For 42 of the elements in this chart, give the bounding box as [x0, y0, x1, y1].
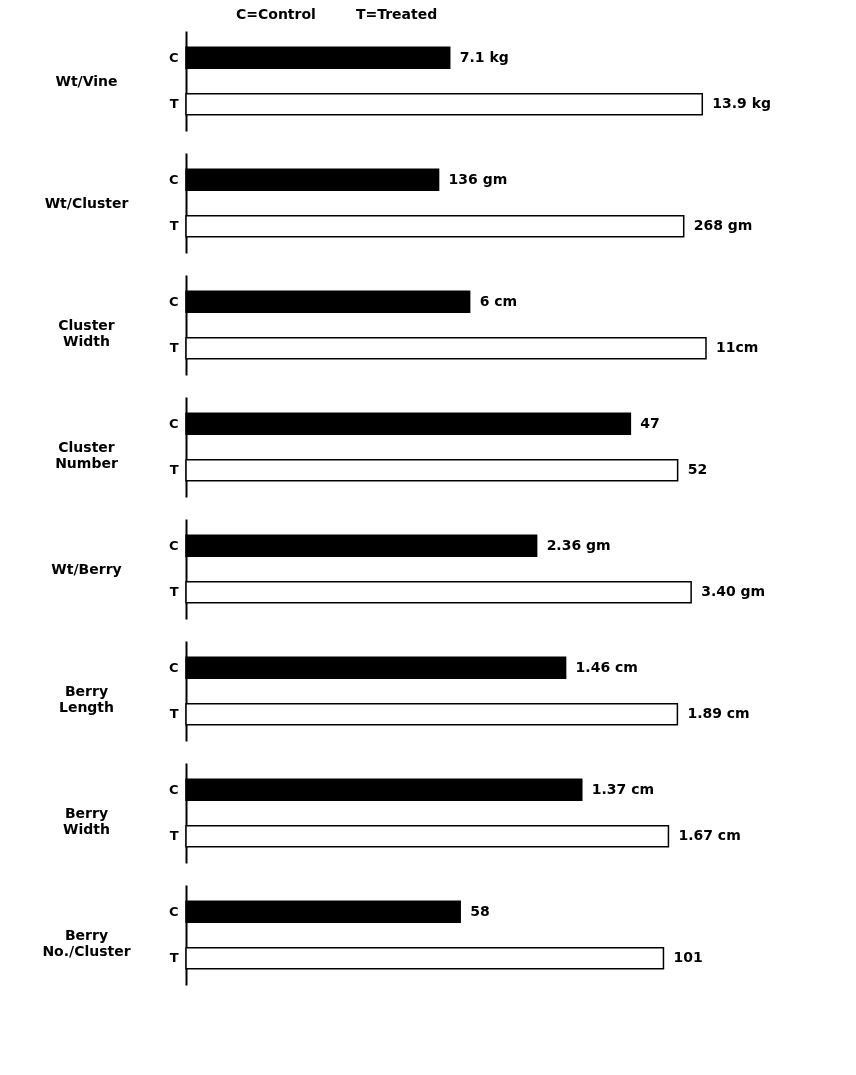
y-tick-label: T: [169, 340, 179, 356]
y-axis-title: Wt/Cluster: [44, 194, 129, 211]
data-label: 47: [640, 414, 660, 431]
data-label: 2.36 gm: [546, 536, 611, 553]
y-axis-title: Berry Length: [58, 682, 115, 715]
y-axis-title: Wt/Berry: [51, 560, 122, 577]
text: C=Control: [236, 6, 316, 22]
y-tick-label: C: [168, 293, 179, 309]
y-axis-title: Berry Width: [63, 804, 110, 837]
y-tick-label: C: [168, 171, 179, 187]
data-label: 101: [673, 949, 703, 966]
y-axis-title: Berry No./Cluster: [42, 926, 131, 959]
data-label: 3.40 gm: [701, 583, 766, 600]
y-axis-title: Cluster Width: [58, 316, 115, 349]
data-label: 1.46 cm: [575, 658, 638, 675]
data-label: 6 cm: [479, 292, 518, 309]
data-label: 268 gm: [693, 217, 753, 234]
y-tick-label: T: [169, 584, 179, 600]
data-label: 1.67 cm: [678, 827, 741, 844]
y-tick-label: T: [169, 828, 179, 844]
y-tick-label: C: [168, 781, 179, 797]
y-tick-label: T: [169, 462, 179, 478]
data-label: 7.1 kg: [459, 48, 509, 65]
data-label: 136 gm: [448, 170, 508, 187]
y-axis-title: Wt/Vine: [55, 72, 118, 89]
y-tick-label: C: [168, 659, 179, 675]
y-axis-title: Cluster Number: [55, 438, 118, 471]
y-tick-label: T: [169, 950, 179, 966]
text: T=Treated: [355, 6, 438, 22]
y-tick-label: T: [169, 706, 179, 722]
y-tick-label: T: [169, 96, 179, 112]
y-tick-label: C: [168, 537, 179, 553]
data-label: 52: [687, 461, 708, 478]
data-label: 1.89 cm: [687, 705, 750, 722]
data-label: 11cm: [716, 339, 759, 356]
y-tick-label: C: [168, 903, 179, 919]
y-tick-label: T: [169, 218, 179, 234]
data-label: 13.9 kg: [712, 95, 772, 112]
y-tick-label: C: [168, 49, 179, 65]
data-label: 58: [470, 902, 490, 919]
y-tick-label: C: [168, 415, 179, 431]
data-label: 1.37 cm: [591, 780, 655, 797]
